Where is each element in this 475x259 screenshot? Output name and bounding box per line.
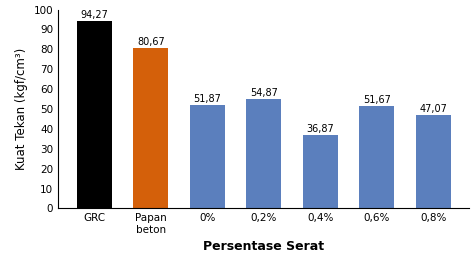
Text: 54,87: 54,87 [250, 88, 278, 98]
Bar [359, 106, 394, 208]
Bar [190, 105, 225, 208]
Text: 36,87: 36,87 [306, 124, 334, 134]
Bar [77, 21, 112, 208]
X-axis label: Persentase Serat: Persentase Serat [203, 240, 324, 254]
Text: 47,07: 47,07 [419, 104, 447, 114]
Y-axis label: Kuat Tekan (kgf/cm³): Kuat Tekan (kgf/cm³) [15, 48, 28, 170]
Text: 51,67: 51,67 [363, 95, 390, 105]
Bar [303, 135, 338, 208]
Text: 51,87: 51,87 [193, 94, 221, 104]
Text: 80,67: 80,67 [137, 37, 165, 47]
Bar [246, 99, 281, 208]
Text: 94,27: 94,27 [80, 10, 108, 20]
Bar [133, 48, 168, 208]
Bar [416, 115, 451, 208]
